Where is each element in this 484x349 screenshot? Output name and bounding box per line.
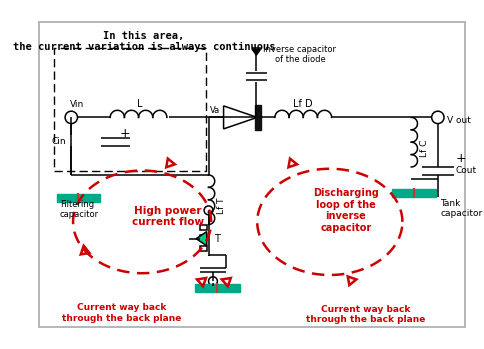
Text: L: L <box>136 98 142 109</box>
Polygon shape <box>196 232 206 246</box>
Text: Lf C: Lf C <box>419 140 428 157</box>
Bar <box>199 235 206 240</box>
Text: +: + <box>454 151 465 165</box>
Text: High power
current flow: High power current flow <box>132 206 203 227</box>
Bar <box>195 284 239 292</box>
Bar <box>255 105 260 130</box>
FancyBboxPatch shape <box>39 22 464 327</box>
Bar <box>391 189 435 197</box>
Text: Cout: Cout <box>454 166 476 176</box>
Text: V out: V out <box>446 116 469 125</box>
Bar <box>199 246 206 251</box>
Bar <box>199 224 206 230</box>
Text: +: + <box>120 127 130 140</box>
Text: Current way back
through the back plane: Current way back through the back plane <box>305 305 424 325</box>
Text: Lf T: Lf T <box>217 198 226 214</box>
Text: Discharging
loop of the
inverse
capacitor: Discharging loop of the inverse capacito… <box>312 188 378 233</box>
Text: Current way back
through the back plane: Current way back through the back plane <box>62 303 181 323</box>
Text: Va: Va <box>210 106 220 115</box>
Bar <box>53 48 205 171</box>
Text: Inverse capacitor
of the diode: Inverse capacitor of the diode <box>263 45 336 64</box>
Text: Lf D: Lf D <box>293 98 313 109</box>
Text: Vin: Vin <box>69 99 84 109</box>
Text: Cin: Cin <box>51 137 66 146</box>
Bar <box>57 194 99 201</box>
Text: Tank
capacitor: Tank capacitor <box>439 199 482 218</box>
Text: In this area,
the current variation is always continuous: In this area, the current variation is a… <box>13 31 274 52</box>
Polygon shape <box>251 49 260 55</box>
Text: T: T <box>213 234 219 244</box>
Text: Filtering
capacitor: Filtering capacitor <box>60 200 99 219</box>
